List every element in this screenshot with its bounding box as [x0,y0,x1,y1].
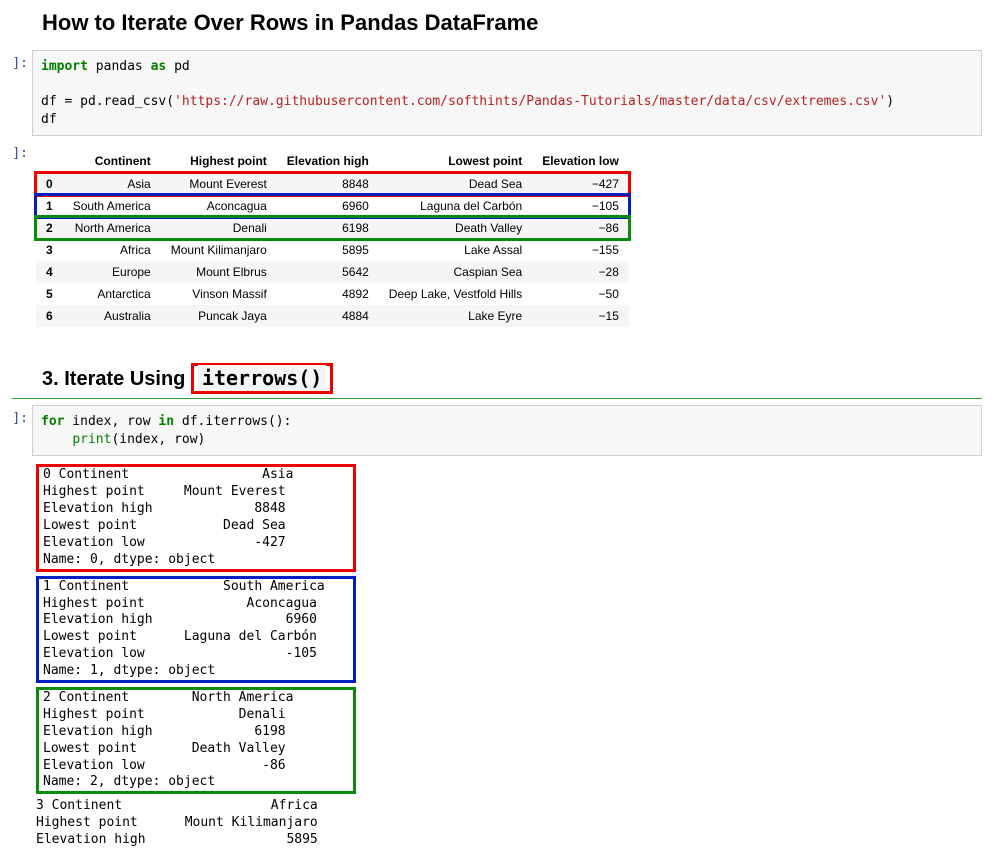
out-prompt: ]: [12,140,32,161]
iterrows-code: iterrows() [198,365,326,391]
code-block-2[interactable]: for index, row in df.iterrows(): print(i… [32,405,982,456]
out-prompt-blank [12,460,32,466]
table-header: Continent [63,150,161,173]
code-cell-2: ]: for index, row in df.iterrows(): prin… [12,405,982,456]
table-row: 2North AmericaDenali6198Death Valley−86 [36,217,629,239]
table-header: Lowest point [379,150,532,173]
table-header: Elevation low [532,150,629,173]
section-divider: 3. Iterate Using iterrows() [12,363,982,399]
output-block: 0 Continent Asia Highest point Mount Eve… [36,464,356,571]
table-header: Elevation high [277,150,379,173]
code-cell-1: ]: import pandas as pd df = pd.read_csv(… [12,50,982,136]
output-cell-1: ]: ContinentHighest pointElevation highL… [12,140,982,345]
output-block: 2 Continent North America Highest point … [36,687,356,794]
output-block: 1 Continent South America Highest point … [36,576,356,683]
section-title-code-highlight: iterrows() [191,363,333,394]
in-prompt-2: ]: [12,405,32,426]
in-prompt: ]: [12,50,32,71]
page-title: How to Iterate Over Rows in Pandas DataF… [42,10,982,36]
table-row: 3AfricaMount Kilimanjaro5895Lake Assal−1… [36,239,629,261]
table-row: 1South AmericaAconcagua6960Laguna del Ca… [36,195,629,217]
table-row: 4EuropeMount Elbrus5642Caspian Sea−28 [36,261,629,283]
output-cell-2: 0 Continent Asia Highest point Mount Eve… [12,460,982,849]
section-title: 3. Iterate Using iterrows() [42,363,982,398]
iterrows-output-tail: 3 Continent Africa Highest point Mount K… [36,798,982,849]
dataframe-table: ContinentHighest pointElevation highLowe… [36,150,629,327]
table-header: Highest point [161,150,277,173]
code-block-1[interactable]: import pandas as pd df = pd.read_csv('ht… [32,50,982,136]
section-title-prefix: 3. Iterate Using [42,368,191,390]
table-row: 0AsiaMount Everest8848Dead Sea−427 [36,173,629,196]
table-row: 6AustraliaPuncak Jaya4884Lake Eyre−15 [36,305,629,327]
table-header [36,150,63,173]
table-row: 5AntarcticaVinson Massif4892Deep Lake, V… [36,283,629,305]
iterrows-output: 0 Continent Asia Highest point Mount Eve… [32,464,982,794]
